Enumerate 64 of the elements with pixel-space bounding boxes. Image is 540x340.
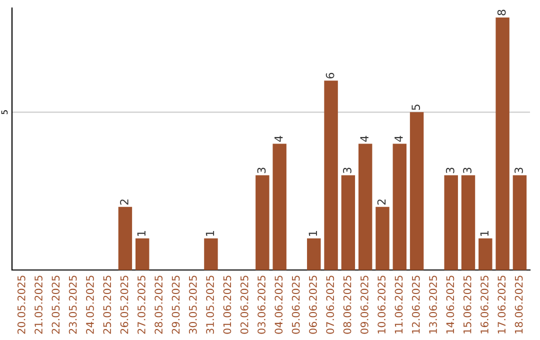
x-tick-label: 23.05.2025 xyxy=(68,276,77,334)
bar xyxy=(204,238,218,270)
x-tick-label: 10.06.2025 xyxy=(378,276,386,334)
x-tick-label: 24.05.2025 xyxy=(86,276,94,334)
data-label: 5 xyxy=(412,104,420,110)
x-tick-label: 05.06.2025 xyxy=(292,276,300,334)
x-tick-label: 08.06.2025 xyxy=(343,276,352,334)
data-label: 1 xyxy=(206,231,214,236)
bar xyxy=(341,175,356,270)
bar xyxy=(461,175,476,270)
data-label: 3 xyxy=(514,168,523,174)
x-tick-label: 03.06.2025 xyxy=(258,276,266,334)
data-label: 1 xyxy=(308,231,317,236)
bar xyxy=(376,206,390,270)
bar xyxy=(410,112,424,270)
x-tick-label: 13.06.2025 xyxy=(429,276,437,334)
bar xyxy=(324,80,338,270)
data-label: 2 xyxy=(120,200,128,205)
x-tick-label: 31.05.2025 xyxy=(206,276,214,334)
data-label: 3 xyxy=(343,168,352,174)
bar xyxy=(135,238,150,270)
bar xyxy=(496,17,510,270)
data-label: 1 xyxy=(480,231,488,236)
x-tick-label: 16.06.2025 xyxy=(480,276,488,334)
x-tick-label: 01.06.2025 xyxy=(223,276,232,334)
bar xyxy=(307,238,321,270)
x-tick-label: 22.05.2025 xyxy=(52,276,60,334)
bar xyxy=(358,144,372,270)
x-tick-label: 21.05.2025 xyxy=(34,276,42,334)
x-tick-label: 09.06.2025 xyxy=(360,276,368,334)
data-label: 6 xyxy=(326,72,334,78)
x-tick-label: 30.05.2025 xyxy=(188,276,197,334)
x-tick-label: 26.05.2025 xyxy=(120,276,128,334)
x-tick-label: 07.06.2025 xyxy=(326,276,334,334)
data-label: 4 xyxy=(394,136,403,142)
data-label: 3 xyxy=(257,168,266,174)
x-tick-label: 28.05.2025 xyxy=(154,276,163,334)
x-tick-label: 25.05.2025 xyxy=(103,276,112,334)
bar xyxy=(478,238,492,270)
bar xyxy=(512,175,527,270)
x-tick-label: 14.06.2025 xyxy=(446,276,454,334)
data-label: 3 xyxy=(446,168,454,174)
x-tick-label: 04.06.2025 xyxy=(274,276,283,334)
x-tick-label: 27.05.2025 xyxy=(138,276,146,334)
x-tick-label: 17.06.2025 xyxy=(498,276,506,334)
data-label: 3 xyxy=(463,168,472,174)
bar xyxy=(444,175,458,270)
data-label: 4 xyxy=(360,136,368,142)
x-tick-label: 11.06.2025 xyxy=(394,276,403,334)
x-tick-label: 06.06.2025 xyxy=(309,276,317,334)
x-tick-label: 02.06.2025 xyxy=(240,276,248,334)
x-tick-label: 12.06.2025 xyxy=(412,276,420,334)
bar xyxy=(392,144,407,270)
x-tick-label: 29.05.2025 xyxy=(172,276,180,334)
data-label: 8 xyxy=(497,10,506,16)
bar xyxy=(272,144,286,270)
bar xyxy=(256,175,270,270)
x-tick-label: 18.06.2025 xyxy=(514,276,523,334)
data-label: 1 xyxy=(137,231,146,236)
data-label: 4 xyxy=(274,136,283,142)
x-tick-label: 15.06.2025 xyxy=(463,276,472,334)
x-tick-label: 20.05.2025 xyxy=(17,276,26,334)
data-label: 2 xyxy=(377,200,386,205)
bar xyxy=(118,206,132,270)
